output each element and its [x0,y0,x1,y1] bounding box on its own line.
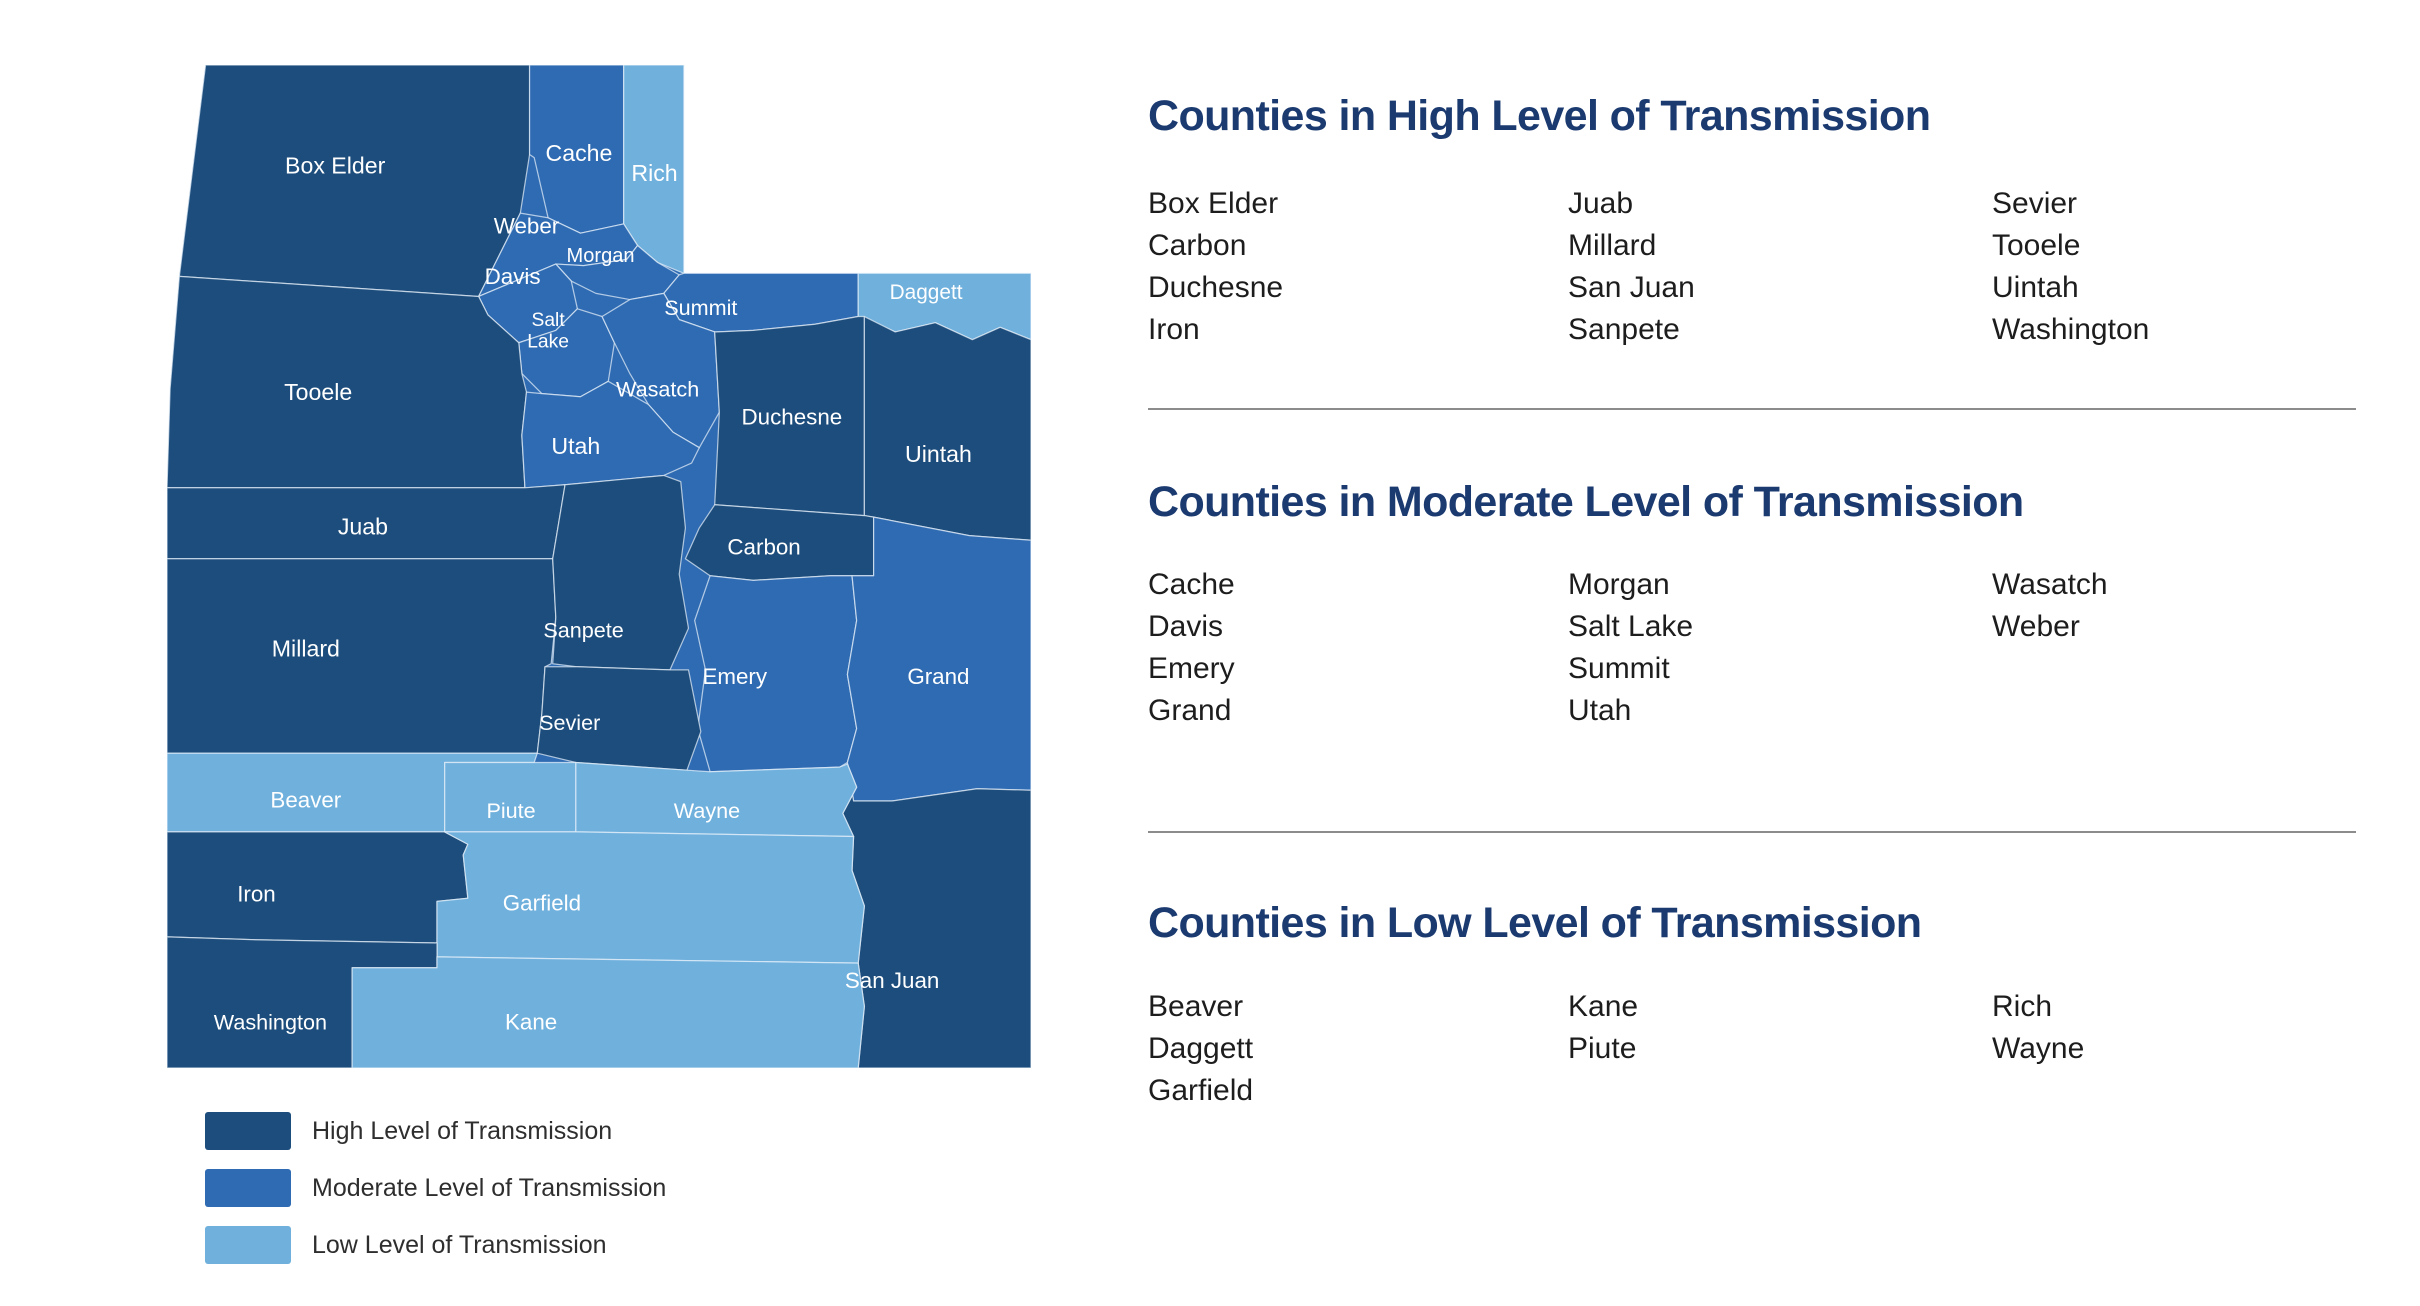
county-label-grand: Grand [907,664,969,689]
county-label-daggett: Daggett [890,281,963,304]
county-label-duchesne: Duchesne [742,405,843,430]
county-label-sevier: Sevier [539,710,600,735]
county-list-column: Juab Millard San Juan Sanpete [1568,183,1992,351]
county-list-item: Rich [1992,990,2053,1023]
county-list-item: Grand [1148,694,1232,727]
county-label-davis: Davis [485,264,541,289]
county-label-juab: Juab [338,513,388,539]
county-shape-millard [167,558,557,754]
county-list: Box Elder Carbon Duchesne Iron Juab Millard Sa… [1148,183,2358,351]
county-label-weber: Weber [494,213,560,238]
section-title-2: Counties in Low Level of Transmission [1148,899,1922,947]
county-label-piute: Piute [486,798,535,823]
county-list-column: Kane Piute [1568,986,1992,1112]
county-list-column: Rich Wayne [1992,986,2358,1112]
legend-item-moderate: Moderate Level of Transmission [205,1169,666,1207]
county-list-item: Salt Lake [1568,610,1694,643]
county-label-box-elder: Box Elder [285,152,386,178]
county-list-item: Tooele [1992,229,2081,262]
county-list-item: Duchesne [1148,271,1284,304]
legend-item-low: Low Level of Transmission [205,1226,666,1264]
county-list-column: Morgan Salt Lake Summit Utah [1568,564,1992,732]
county-list-column: Wasatch Weber [1992,564,2358,732]
county-label-millard: Millard [272,635,340,661]
county-label-wayne: Wayne [674,798,740,823]
county-list-item: San Juan [1568,271,1695,304]
county-list-item: Emery [1148,652,1235,685]
county-list-item: Washington [1992,313,2150,346]
county-label-beaver: Beaver [270,787,341,812]
county-shape-kane [351,956,865,1068]
county-list-item: Juab [1568,187,1634,220]
county-label-utah: Utah [551,433,600,459]
county-list-column: Beaver Daggett Garfield [1148,986,1568,1112]
county-list-item: Piute [1568,1032,1637,1065]
county-list-item: Uintah [1992,271,2079,304]
county-shape-grand [846,516,1031,802]
county-shape-sevier [536,666,702,771]
county-label-kane: Kane [505,1010,557,1035]
county-label-garfield: Garfield [503,891,581,916]
county-list-item: Iron [1148,313,1200,346]
county-list-item: Garfield [1148,1074,1254,1107]
county-label-uintah: Uintah [905,441,972,467]
legend-swatch-low [205,1226,291,1264]
county-label-iron: Iron [237,881,276,906]
utah-county-map: Box Elder Cache Rich Weber Morgan Davis Summit… [167,65,1031,1068]
map-legend: High Level of Transmission Moderate Level… [205,1112,666,1264]
county-list-item: Box Elder [1148,187,1279,220]
county-list-item: Weber [1992,610,2080,643]
legend-label: Low Level of Transmission [312,1230,607,1259]
county-label-emery: Emery [702,664,767,689]
county-label-sanpete: Sanpete [543,617,623,642]
county-list-item: Millard [1568,229,1657,262]
county-label-summit: Summit [664,295,737,320]
county-list-item: Morgan [1568,568,1670,601]
county-label-rich: Rich [631,160,677,186]
county-list-item: Cache [1148,568,1235,601]
county-list-item: Summit [1568,652,1670,685]
section-divider [1148,831,2356,833]
county-label-carbon: Carbon [727,534,800,559]
county-shape-san-juan [842,763,1031,1068]
county-shape-salt-lake [518,308,616,398]
section-title-0: Counties in High Level of Transmission [1148,92,1931,140]
county-list-item: Sanpete [1568,313,1680,346]
legend-label: High Level of Transmission [312,1116,613,1145]
section-title-1: Counties in Moderate Level of Transmissi… [1148,478,2024,526]
county-list-item: Utah [1568,694,1632,727]
legend-swatch-high [205,1112,291,1150]
county-list: Beaver Daggett Garfield Kane Piute Rich Wayne [1148,986,2358,1112]
legend-item-high: High Level of Transmission [205,1112,666,1150]
county-list-item: Beaver [1148,990,1244,1023]
legend-swatch-moderate [205,1169,291,1207]
county-list-column: Box Elder Carbon Duchesne Iron [1148,183,1568,351]
county-label-tooele: Tooele [284,379,352,405]
county-list-item: Wasatch [1992,568,2108,601]
legend-label: Moderate Level of Transmission [312,1173,667,1202]
county-list-item: Davis [1148,610,1224,643]
county-list: Cache Davis Emery Grand Morgan Salt Lake Summi… [1148,564,2358,732]
county-label-san-juan: San Juan [845,968,939,993]
county-label-morgan: Morgan [567,245,635,267]
county-label-washington: Washington [214,1009,327,1034]
county-shape-iron [167,831,469,944]
county-shape-box-elder [178,65,531,298]
county-list-item: Wayne [1992,1032,2085,1065]
county-list-column: Sevier Tooele Uintah Washington [1992,183,2358,351]
county-label-cache: Cache [546,140,613,166]
county-shape-uintah [863,315,1031,541]
county-list-item: Sevier [1992,187,2078,220]
county-list-item: Kane [1568,990,1639,1023]
county-label-salt-lake: Salt Lake [527,310,569,353]
county-label-wasatch: Wasatch [616,377,699,402]
county-list-item: Daggett [1148,1032,1254,1065]
county-shape-garfield [436,831,865,964]
county-list-column: Cache Davis Emery Grand [1148,564,1568,732]
county-list-item: Carbon [1148,229,1247,262]
section-divider [1148,408,2356,410]
